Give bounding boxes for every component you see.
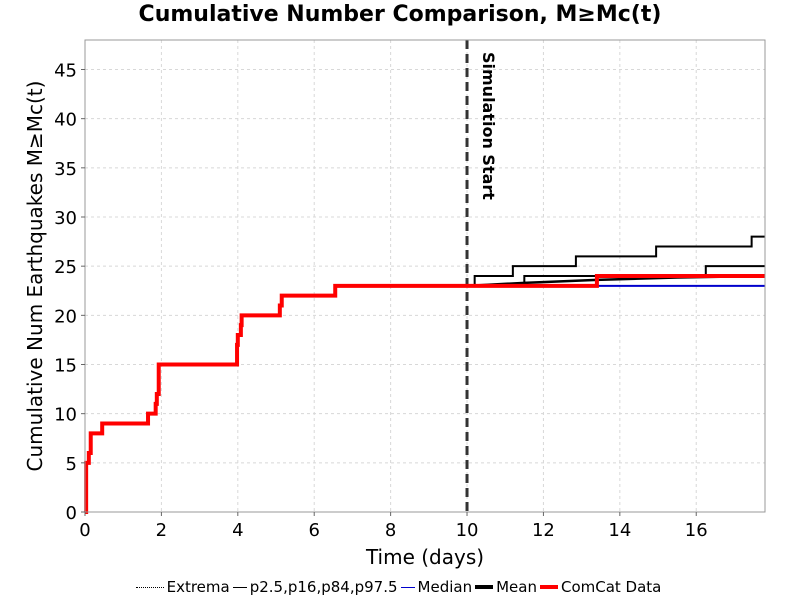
- simulation-start-label: Simulation Start: [479, 52, 498, 200]
- plot-frame: [84, 39, 766, 513]
- legend-swatch: [400, 586, 415, 588]
- legend-label: ComCat Data: [560, 578, 662, 596]
- legend-item: Extrema: [135, 578, 230, 596]
- y-tick-label: 20: [54, 306, 77, 327]
- chart-title: Cumulative Number Comparison, M≥Mc(t): [138, 2, 662, 27]
- y-tick-label: 0: [66, 503, 77, 524]
- x-tick-label: 10: [456, 520, 479, 541]
- legend-item: ComCat Data: [539, 578, 662, 596]
- y-tick-label: 30: [54, 208, 77, 229]
- x-axis-label: Time (days): [365, 545, 484, 569]
- y-tick-label: 5: [66, 454, 77, 475]
- legend-label: Median: [417, 578, 473, 596]
- y-tick-label: 25: [54, 257, 77, 278]
- x-tick-label: 6: [308, 520, 319, 541]
- legend-item: p2.5,p16,p84,p97.5: [232, 578, 398, 596]
- legend-item: Median: [400, 578, 473, 596]
- x-tick-label: 4: [232, 520, 243, 541]
- x-tick-label: 2: [156, 520, 167, 541]
- x-tick-label: 14: [608, 520, 631, 541]
- legend: Extrema p2.5,p16,p84,p97.5 Median Mean ComCa…: [0, 576, 800, 598]
- legend-label: Extrema: [166, 578, 230, 596]
- legend-item: Mean: [475, 578, 537, 596]
- x-tick-label: 16: [685, 520, 708, 541]
- y-tick-label: 15: [54, 356, 77, 377]
- y-tick-label: 10: [54, 405, 77, 426]
- legend-label: p2.5,p16,p84,p97.5: [249, 578, 398, 596]
- x-tick-label: 8: [385, 520, 396, 541]
- x-tick-label: 0: [79, 520, 90, 541]
- axis-layer: 0 2 4 6 8 10 12 14 16 0 5 10 15 20 25 30 35 40 45 Time (day…: [23, 39, 766, 569]
- x-tick-label: 12: [532, 520, 555, 541]
- series-p97-5: [467, 235, 765, 287]
- y-axis-label: Cumulative Num Earthquakes M≥Mc(t): [23, 81, 47, 472]
- plot-layer: Simulation Start: [84, 40, 766, 514]
- legend-swatch: [135, 586, 164, 588]
- legend-swatch: [475, 585, 494, 589]
- series-comcat-data: [84, 274, 765, 514]
- y-tick-label: 45: [54, 61, 77, 82]
- legend-label: Mean: [496, 578, 537, 596]
- legend-swatch: [232, 586, 247, 588]
- y-tick-label: 35: [54, 159, 77, 180]
- y-tick-label: 40: [54, 110, 77, 131]
- legend-swatch: [539, 585, 558, 589]
